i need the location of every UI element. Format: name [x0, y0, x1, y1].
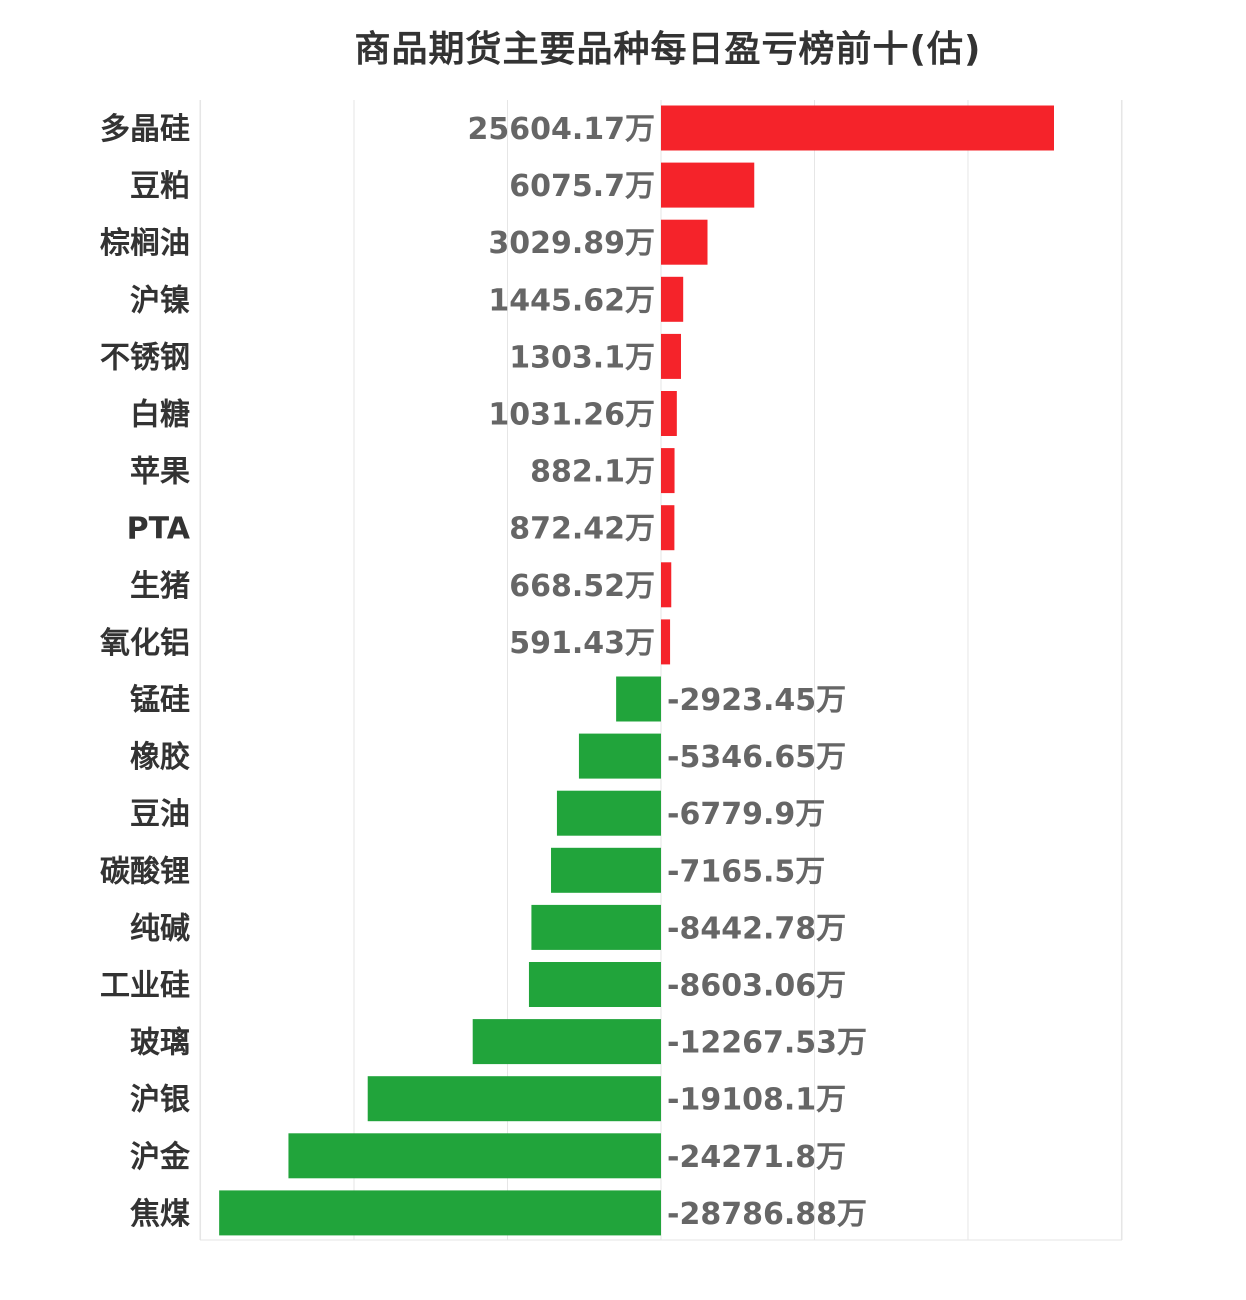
category-label: PTA [127, 512, 191, 547]
bar [528, 962, 661, 1007]
value-label: -8442.78万 [667, 911, 846, 946]
bar [472, 1019, 661, 1065]
category-label: 碳酸锂 [100, 854, 190, 889]
category-label: 生猪 [130, 569, 190, 604]
value-label: -28786.88万 [667, 1197, 867, 1232]
value-label: -7165.5万 [667, 854, 825, 889]
category-label: 橡胶 [130, 740, 190, 775]
bar [661, 105, 1054, 151]
bar [551, 847, 661, 893]
category-label: 不锈钢 [100, 340, 190, 375]
grid-lines [199, 100, 1123, 1241]
bars [219, 105, 1054, 1236]
category-label: 玻璃 [130, 1026, 190, 1061]
bar [661, 619, 671, 665]
category-label: 沪镍 [130, 283, 190, 318]
bar [616, 676, 661, 722]
category-label: 焦煤 [130, 1197, 190, 1232]
category-label: 豆油 [130, 797, 190, 832]
value-label: 882.1万 [530, 455, 655, 490]
value-label: 872.42万 [509, 512, 655, 547]
value-label: 1303.1万 [509, 340, 655, 375]
value-label: -5346.65万 [667, 740, 846, 775]
bar [661, 219, 708, 265]
bar [661, 391, 677, 436]
bar [661, 505, 675, 551]
chart-title: 商品期货主要品种每日盈亏榜前十(估) [354, 29, 982, 70]
category-label: 锰硅 [130, 683, 190, 718]
value-label: -6779.9万 [667, 797, 825, 832]
bar [367, 1076, 661, 1122]
bar [661, 162, 755, 208]
category-label: 沪银 [130, 1083, 190, 1118]
category-label: 工业硅 [100, 969, 190, 1004]
value-label: 25604.17万 [467, 112, 655, 147]
bar [661, 562, 672, 608]
category-label: 纯碱 [130, 911, 190, 946]
value-label: 1445.62万 [488, 283, 655, 318]
value-label: -8603.06万 [667, 969, 846, 1004]
value-label: 1031.26万 [488, 398, 655, 433]
category-label: 苹果 [130, 455, 190, 490]
value-labels: 25604.17万 6075.7万 3029.89万 1445.62万 1303.1万 1… [467, 112, 866, 1232]
bar [556, 790, 661, 836]
category-label: 豆粕 [130, 169, 190, 204]
value-label: 6075.7万 [509, 169, 655, 204]
value-label: -19108.1万 [667, 1083, 846, 1118]
value-label: -12267.53万 [667, 1026, 867, 1061]
bar [661, 448, 675, 494]
category-label: 棕榈油 [100, 226, 190, 261]
value-label: 3029.89万 [488, 226, 655, 261]
bar [661, 333, 682, 379]
category-label: 多晶硅 [100, 112, 190, 147]
category-label: 沪金 [130, 1140, 191, 1175]
bar [531, 904, 661, 950]
value-label: -2923.45万 [667, 683, 846, 718]
category-label: 白糖 [130, 398, 190, 433]
bar [661, 276, 684, 322]
bar [219, 1190, 662, 1236]
value-label: -24271.8万 [667, 1140, 846, 1175]
bar [578, 733, 661, 779]
value-label: 591.43万 [509, 626, 655, 661]
value-label: 668.52万 [509, 569, 655, 604]
bar [288, 1133, 661, 1179]
category-label: 氧化铝 [100, 626, 190, 661]
